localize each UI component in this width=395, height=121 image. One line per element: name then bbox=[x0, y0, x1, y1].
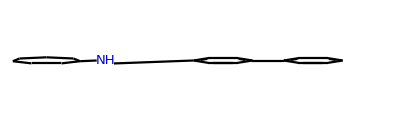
Text: NH: NH bbox=[96, 54, 115, 67]
